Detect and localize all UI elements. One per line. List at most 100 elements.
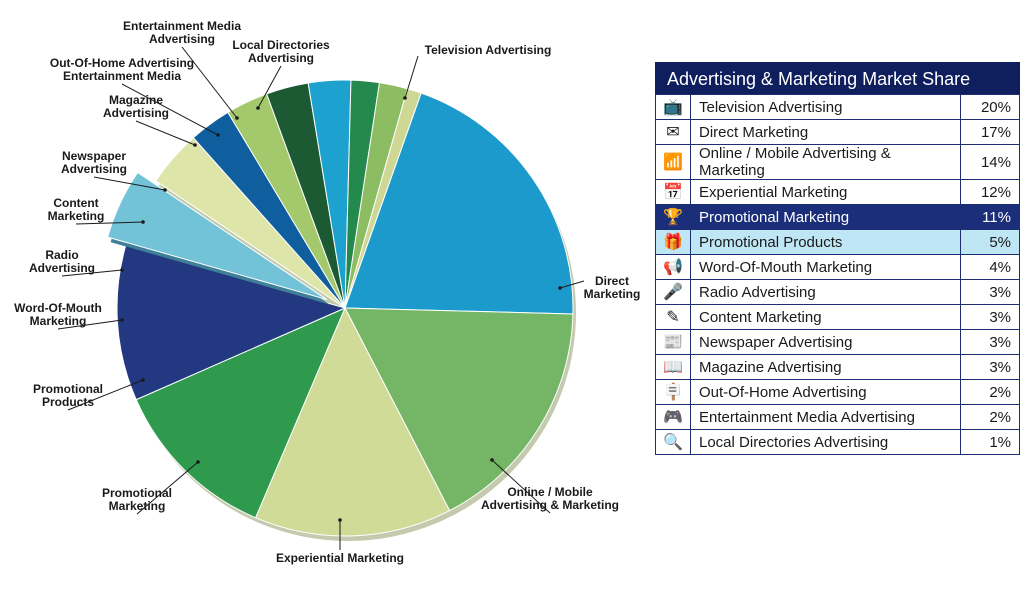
legend-title: Advertising & Marketing Market Share (655, 62, 1020, 94)
legend-value: 3% (960, 304, 1020, 330)
magnifier-icon: 🔍 (655, 429, 691, 455)
legend-value: 1% (960, 429, 1020, 455)
slice-label: Advertising & Marketing (481, 498, 619, 512)
slice-label: Word-Of-Mouth (14, 301, 102, 315)
leader-dot (193, 143, 197, 147)
legend-label: Word-Of-Mouth Marketing (690, 254, 961, 280)
pie-slice (344, 307, 574, 512)
legend-value: 3% (960, 354, 1020, 380)
leader-line (181, 46, 238, 119)
legend-label: Experiential Marketing (690, 179, 961, 205)
leader-line (559, 280, 585, 289)
leader-line (121, 83, 219, 136)
legend-row: 🏆 Promotional Marketing 11% (655, 204, 1020, 230)
legend-label: Local Directories Advertising (690, 429, 961, 455)
pie-slice (116, 244, 347, 401)
leader-dot (403, 96, 407, 100)
leader-dot (235, 116, 239, 120)
legend-row: 📢 Word-Of-Mouth Marketing 4% (655, 254, 1020, 280)
legend-row: 🪧 Out-Of-Home Advertising 2% (655, 379, 1020, 405)
legend-value: 3% (960, 279, 1020, 305)
legend-row: 🎁 Promotional Products 5% (655, 229, 1020, 255)
leader-dot (120, 318, 124, 322)
legend-value: 2% (960, 379, 1020, 405)
slice-label: Entertainment Media (123, 19, 241, 33)
leader-dot (338, 518, 342, 522)
signpost-icon: 🪧 (655, 379, 691, 405)
legend-row: ✎ Content Marketing 3% (655, 304, 1020, 330)
slice-label: Television Advertising (425, 43, 552, 57)
slice-label: Direct (595, 274, 629, 288)
legend-row: 📖 Magazine Advertising 3% (655, 354, 1020, 380)
slice-label: Marketing (48, 209, 105, 223)
slice-label: Promotional (33, 382, 103, 396)
pie-chart: Television AdvertisingDirectMarketingOnl… (14, 19, 640, 565)
legend-value: 17% (960, 119, 1020, 145)
slice-label: Marketing (584, 287, 641, 301)
envelope-icon: ✉ (655, 119, 691, 145)
slice-label: Products (42, 395, 94, 409)
pie-slice (106, 171, 328, 301)
leader-line (67, 379, 144, 411)
pie-slice (135, 307, 346, 519)
slice-label: Marketing (30, 314, 87, 328)
leader-line (75, 221, 144, 225)
slice-label: Out-Of-Home Advertising (50, 56, 194, 70)
legend-value: 2% (960, 404, 1020, 430)
leader-line (135, 120, 196, 146)
legend-value: 5% (960, 229, 1020, 255)
legend-label: Content Marketing (690, 304, 961, 330)
trophy-icon: 🏆 (655, 204, 691, 230)
leader-dot (490, 458, 494, 462)
slice-label: Advertising (29, 261, 95, 275)
slice-label: Content (53, 196, 98, 210)
gamepad-icon: 🎮 (655, 404, 691, 430)
slice-label: Local Directories (232, 38, 330, 52)
pie-slice (254, 306, 451, 537)
legend-row: 📶 Online / Mobile Advertising & Marketing… (655, 144, 1020, 180)
leader-line (93, 176, 166, 191)
pencil-icon: ✎ (655, 304, 691, 330)
gift-icon: 🎁 (655, 229, 691, 255)
legend-label: Television Advertising (690, 94, 961, 120)
legend-row: 📅 Experiential Marketing 12% (655, 179, 1020, 205)
legend-value: 20% (960, 94, 1020, 120)
megaphone-icon: 📢 (655, 254, 691, 280)
leader-dot (558, 286, 562, 290)
slice-label: Advertising (61, 162, 127, 176)
legend-label: Direct Marketing (690, 119, 961, 145)
legend-row: 📺 Television Advertising 20% (655, 94, 1020, 120)
slice-label: Magazine (109, 93, 163, 107)
leader-dot (163, 188, 167, 192)
calendar-icon: 📅 (655, 179, 691, 205)
slice-label-group: Television Advertising (403, 43, 551, 100)
legend-row: 📰 Newspaper Advertising 3% (655, 329, 1020, 355)
legend-row: ✉ Direct Marketing 17% (655, 119, 1020, 145)
leader-dot (216, 133, 220, 137)
slice-label: Advertising (248, 51, 314, 65)
leader-line (491, 459, 551, 514)
legend-label: Magazine Advertising (690, 354, 961, 380)
slice-label-group: Experiential Marketing (276, 518, 404, 565)
leader-dot (141, 378, 145, 382)
slice-label: Advertising (149, 32, 215, 46)
newspaper-icon: 📰 (655, 329, 691, 355)
slice-label: Online / Mobile (507, 485, 593, 499)
legend-table: Advertising & Marketing Market Share 📺 Te… (655, 62, 1020, 455)
leader-dot (141, 220, 145, 224)
legend-label: Out-Of-Home Advertising (690, 379, 961, 405)
legend-label: Radio Advertising (690, 279, 961, 305)
legend-value: 14% (960, 144, 1020, 180)
legend-value: 11% (960, 204, 1020, 230)
legend-label: Newspaper Advertising (690, 329, 961, 355)
